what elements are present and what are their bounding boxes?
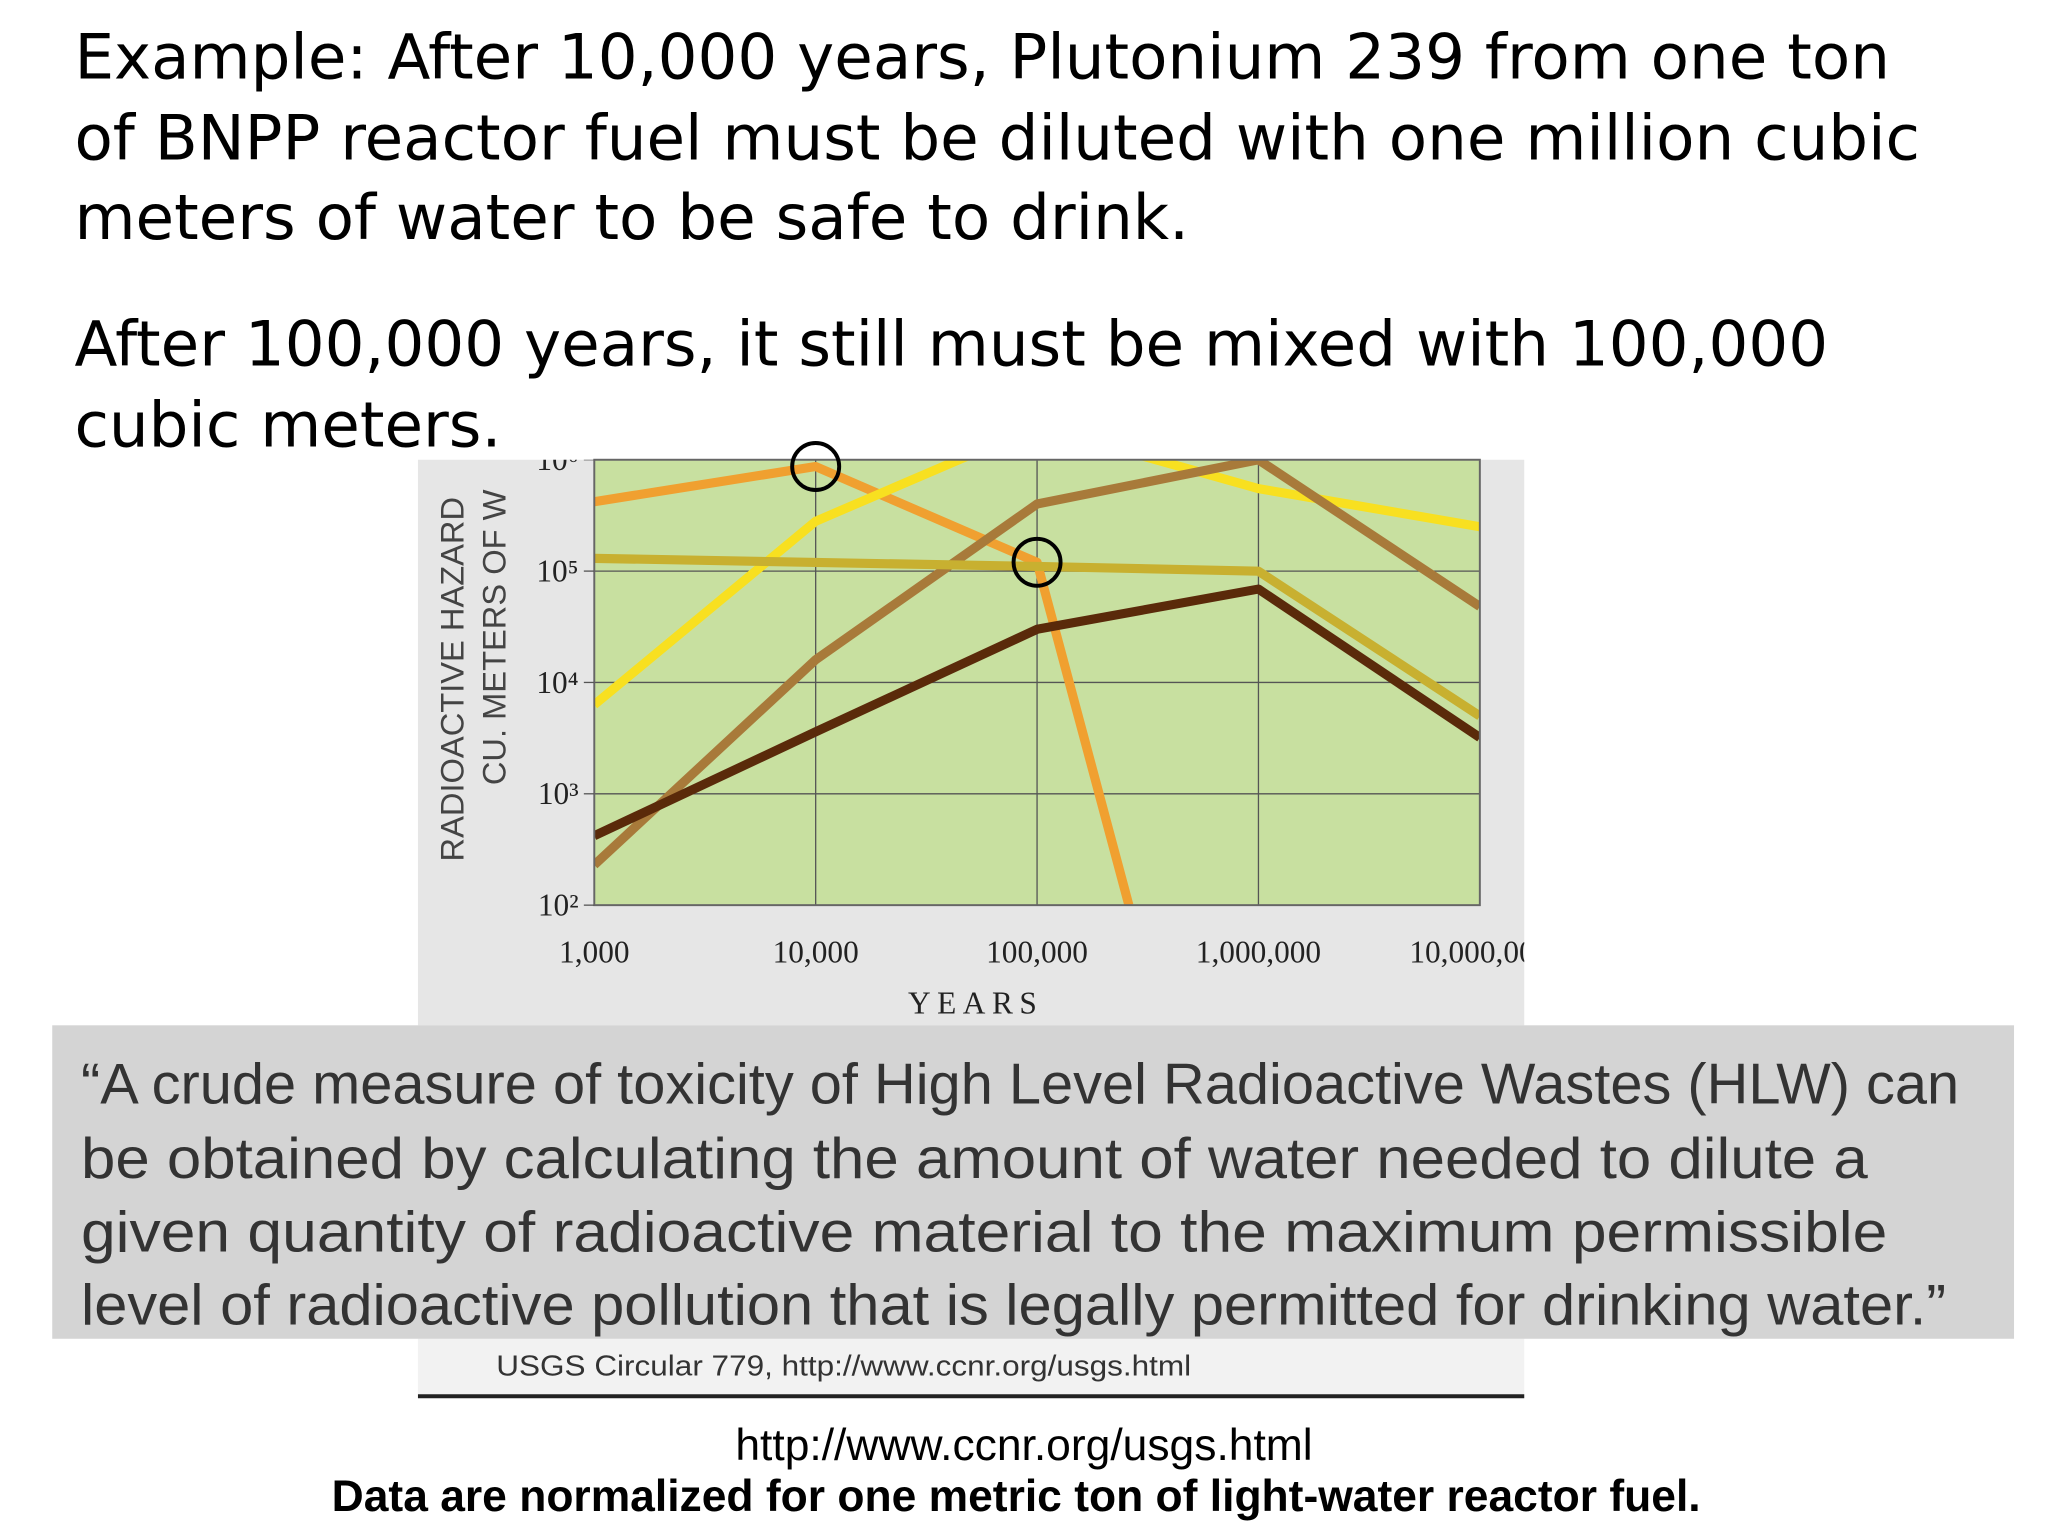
caption-panel	[417, 1338, 1525, 1398]
y-axis-labels: RADIOACTIVE HAZARD CU. METERS OF W	[434, 489, 513, 861]
annotation-circle	[790, 441, 842, 492]
heading-line: meters of water to be safe to drink.	[74, 181, 1189, 254]
heading-line: cubic meters.	[74, 389, 501, 462]
x-tick-label: 1,000,000	[1196, 935, 1321, 970]
annotation-circle	[1011, 536, 1063, 588]
quote-line: be obtained by calculating the amount of…	[81, 1127, 1868, 1191]
y-tick-label: 10⁶	[536, 442, 578, 477]
annotations	[790, 441, 1063, 588]
source-caption: USGS Circular 779, http://www.ccnr.org/u…	[496, 1350, 1191, 1382]
quote-line: “A crude measure of toxicity of High Lev…	[81, 1053, 1959, 1117]
tick-labels: 1,000 10,000 100,000 1,000,000 10,000,000 10²…	[536, 442, 1550, 970]
y-tick-label: 10²	[538, 888, 579, 923]
quote-line: level of radioactive pollution that is l…	[81, 1273, 1946, 1337]
series-line	[594, 461, 1134, 906]
quote-band	[52, 1025, 2015, 1339]
x-tick-label: 10,000,000	[1409, 935, 1550, 970]
x-tick-label: 1,000	[559, 935, 630, 970]
footnote: Data are normalized for one metric ton o…	[332, 1472, 1701, 1521]
series-line	[594, 553, 1480, 720]
series-line	[594, 459, 1480, 869]
x-tick-label: 10,000	[773, 935, 859, 970]
x-tick-label: 100,000	[986, 935, 1088, 970]
y-tick-label: 10⁵	[536, 554, 578, 589]
quote-line: given quantity of radioactive material t…	[81, 1200, 1887, 1264]
heading-line: Example: After 10,000 years, Plutonium 2…	[74, 20, 1890, 93]
series-line	[594, 459, 1480, 709]
heading-line: of BNPP reactor fuel must be diluted wit…	[74, 101, 1920, 174]
heading-line: After 100,000 years, it still must be mi…	[74, 308, 1828, 381]
y-tick-label: 10³	[538, 776, 579, 811]
y-tick-label: 10⁴	[536, 665, 578, 700]
y-axis-label: RADIOACTIVE HAZARD	[434, 497, 471, 862]
y-axis-label: CU. METERS OF W	[475, 489, 512, 785]
source-url: http://www.ccnr.org/usgs.html	[735, 1421, 1312, 1470]
series-lines	[594, 459, 1480, 906]
series-line	[594, 584, 1480, 840]
x-axis-label: YEARS	[908, 986, 1043, 1021]
